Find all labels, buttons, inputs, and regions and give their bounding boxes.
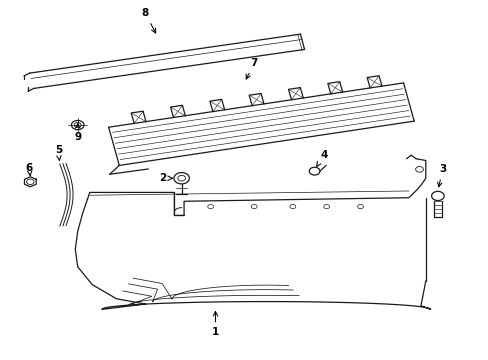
Text: 6: 6 <box>26 163 33 176</box>
Text: 8: 8 <box>142 8 155 33</box>
Text: 3: 3 <box>437 165 446 187</box>
Text: 9: 9 <box>74 124 81 143</box>
Text: 2: 2 <box>159 173 172 183</box>
Text: 1: 1 <box>211 311 219 337</box>
Text: 7: 7 <box>246 58 257 79</box>
Text: 4: 4 <box>316 150 327 166</box>
Text: 5: 5 <box>55 145 62 161</box>
